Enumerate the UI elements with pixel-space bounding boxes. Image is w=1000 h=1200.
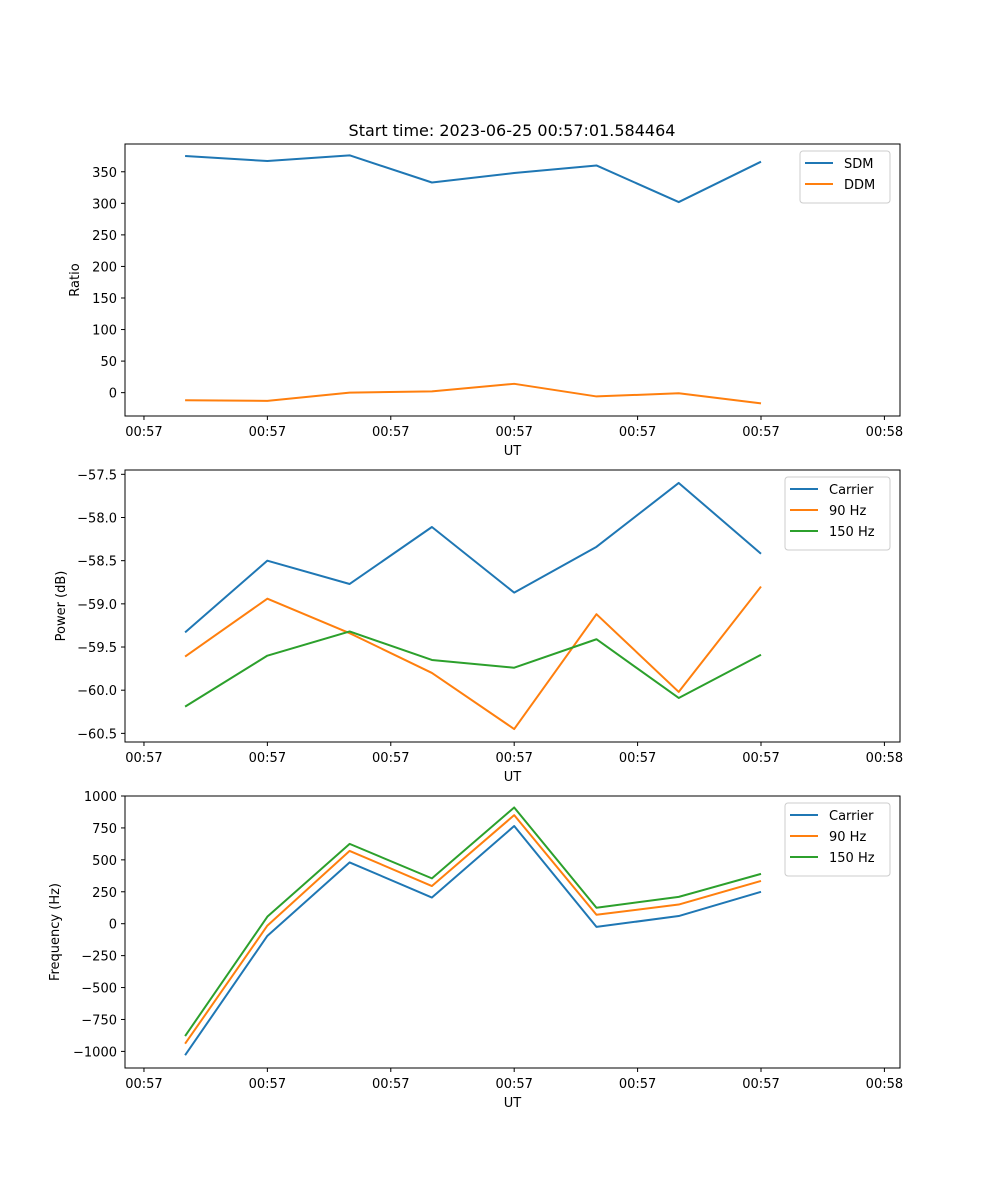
x-tick-label: 00:57 xyxy=(495,1077,532,1092)
legend-label: Carrier xyxy=(829,809,874,824)
y-tick-label: −60.5 xyxy=(77,727,117,742)
y-tick-label: −250 xyxy=(81,950,117,965)
y-axis-label: Ratio xyxy=(68,263,83,296)
legend-label: Carrier xyxy=(829,483,874,498)
x-tick-label: 00:57 xyxy=(125,425,162,440)
series-line-sdm xyxy=(185,154,762,204)
y-tick-label: −58.0 xyxy=(77,511,117,526)
chart-panels: 0 50 100 150 200 250 300 350 00:57 00:57 00:57 00:5… xyxy=(48,143,903,1111)
x-tick-label: 00:58 xyxy=(866,751,903,766)
y-tick-label: −60.0 xyxy=(77,684,117,699)
y-tick-label: 0 xyxy=(109,918,117,933)
x-tick-label: 00:58 xyxy=(866,1077,903,1092)
x-tick-label: 00:57 xyxy=(249,425,286,440)
panel-1: 0 50 100 150 200 250 300 350 00:57 00:57 00:57 00:5… xyxy=(68,143,903,459)
x-tick-label: 00:57 xyxy=(495,425,532,440)
plot-frame xyxy=(124,795,901,1069)
x-tick-label: 00:58 xyxy=(866,425,903,440)
y-tick-label: 0 xyxy=(109,387,117,402)
series-line-150-hz xyxy=(184,630,762,708)
legend-label: DDM xyxy=(844,178,875,193)
x-tick-label: 00:57 xyxy=(742,425,779,440)
y-axis-label: Power (dB) xyxy=(54,571,69,642)
x-tick-label: 00:57 xyxy=(619,1077,656,1092)
y-tick-label: 250 xyxy=(92,229,117,244)
y-tick-label: 200 xyxy=(92,260,117,275)
plot-frame xyxy=(124,469,901,743)
x-tick-label: 00:57 xyxy=(372,425,409,440)
y-tick-label: −58.5 xyxy=(77,555,117,570)
x-axis-label: UT xyxy=(504,444,522,459)
plot-frame xyxy=(124,143,901,417)
x-tick-label: 00:57 xyxy=(125,751,162,766)
x-tick-label: 00:57 xyxy=(742,1077,779,1092)
x-tick-label: 00:57 xyxy=(249,1077,286,1092)
chart-title: Start time: 2023-06-25 00:57:01.584464 xyxy=(349,121,676,140)
y-axis-label: Frequency (Hz) xyxy=(48,883,63,981)
legend-label: SDM xyxy=(844,157,873,172)
legend-label: 90 Hz xyxy=(829,830,866,845)
x-tick-label: 00:57 xyxy=(372,1077,409,1092)
panel-2: −60.5 −60.0 −59.5 −59.0 −58.5 −58.0 −57.5 00:57… xyxy=(54,468,903,785)
x-tick-label: 00:57 xyxy=(742,751,779,766)
y-tick-label: −57.5 xyxy=(77,468,117,483)
y-tick-label: 500 xyxy=(92,854,117,869)
legend-label: 150 Hz xyxy=(829,851,875,866)
x-tick-label: 00:57 xyxy=(125,1077,162,1092)
x-axis-label: UT xyxy=(504,770,522,785)
legend: Carrier 90 Hz 150 Hz xyxy=(784,476,891,551)
y-tick-label: −59.0 xyxy=(77,598,117,613)
x-tick-label: 00:57 xyxy=(619,751,656,766)
y-tick-label: 1000 xyxy=(84,790,117,805)
series-line-90-hz xyxy=(184,585,762,731)
y-tick-label: −59.5 xyxy=(77,641,117,656)
series-line-carrier xyxy=(184,481,762,634)
y-tick-label: −750 xyxy=(81,1013,117,1028)
x-tick-label: 00:57 xyxy=(249,751,286,766)
y-tick-label: 150 xyxy=(92,292,117,307)
series-line-carrier xyxy=(184,825,762,1056)
y-tick-label: 300 xyxy=(92,197,117,212)
y-tick-label: 750 xyxy=(92,822,117,837)
series-line-ddm xyxy=(185,382,762,405)
series-line-150-hz xyxy=(184,806,762,1037)
x-axis-label: UT xyxy=(504,1096,522,1111)
panel-3: −1000 −750 −500 −250 0 250 500 750 1000 00:57 00:5… xyxy=(48,790,903,1111)
y-tick-label: −500 xyxy=(81,982,117,997)
series-line-90-hz xyxy=(184,814,762,1045)
y-tick-label: −1000 xyxy=(73,1045,117,1060)
y-tick-label: 250 xyxy=(92,886,117,901)
legend: Carrier 90 Hz 150 Hz xyxy=(784,802,891,877)
y-tick-label: 50 xyxy=(100,355,117,370)
y-tick-label: 350 xyxy=(92,166,117,181)
x-tick-label: 00:57 xyxy=(372,751,409,766)
legend: SDM DDM xyxy=(799,150,891,204)
x-tick-label: 00:57 xyxy=(619,425,656,440)
x-tick-label: 00:57 xyxy=(495,751,532,766)
y-tick-label: 100 xyxy=(92,324,117,339)
legend-label: 90 Hz xyxy=(829,504,866,519)
legend-label: 150 Hz xyxy=(829,525,875,540)
